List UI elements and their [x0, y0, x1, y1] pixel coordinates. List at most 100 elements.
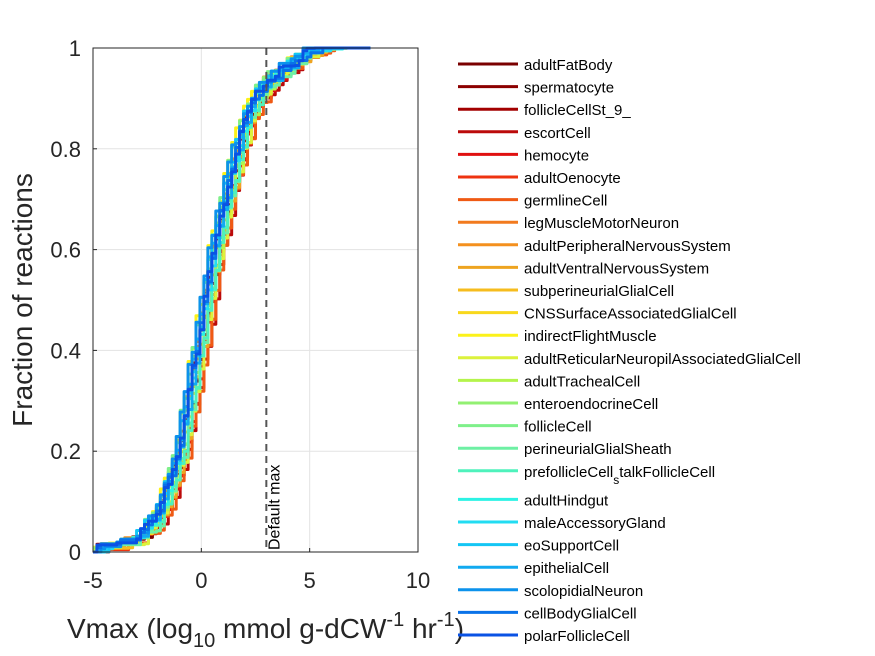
legend-label-7: legMuscleMotorNeuron [524, 215, 679, 232]
series-line-escortCell [93, 46, 371, 554]
x-axis-label-part-4: ) [455, 613, 464, 644]
x-tick-label-2: 5 [304, 568, 316, 593]
series-lines [93, 46, 371, 554]
y-ticks: 0 0.2 0.4 0.6 0.8 1 [50, 36, 97, 565]
legend-label-text-15: enteroendocrineCell [524, 396, 658, 413]
legend-label-2: follicleCellSt_9_ [524, 102, 631, 119]
legend-label-text-2: follicleCellSt_9_ [524, 102, 631, 119]
legend-label-19: adultHindgut [524, 492, 609, 509]
legend-label-0: adultFatBody [524, 57, 613, 74]
legend-label-12: indirectFlightMuscle [524, 328, 657, 345]
legend-label-14: adultTrachealCell [524, 373, 640, 390]
legend-label-text-21: eoSupportCell [524, 538, 619, 555]
legend-label-17: perineurialGlialSheath [524, 441, 672, 458]
legend-label-text-18: prefollicleCell [524, 464, 613, 481]
series-line-perineurialGlialSheath [93, 46, 371, 554]
legend-label-15: enteroendocrineCell [524, 396, 658, 413]
legend-label-4: hemocyte [524, 147, 589, 164]
series-line-scolopidialNeuron [93, 46, 371, 554]
series-line-adultReticularNeuropilAssociatedGlialCell [93, 46, 371, 552]
series-line-adultPeripheralNervousSystem [93, 46, 371, 554]
legend: adultFatBody spermatocyte follicleCellSt_9… [458, 57, 801, 645]
legend-label-text-16: follicleCell [524, 419, 592, 436]
x-axis-label-part-1: Vmax (log [67, 613, 193, 644]
y-tick-label-1: 0.2 [50, 439, 81, 464]
legend-label-25: polarFollicleCell [524, 628, 630, 645]
series-line-subperineurialGlialCell [93, 46, 371, 551]
series-line-legMuscleMotorNeuron [93, 46, 371, 554]
legend-label-text-19: adultHindgut [524, 492, 609, 509]
x-tick-label-3: 10 [406, 568, 430, 593]
series-line-polarFollicleCell [93, 46, 371, 554]
legend-label-20: maleAccessoryGland [524, 515, 666, 532]
series-line-CNSSurfaceAssociatedGlialCell [93, 46, 371, 554]
legend-label-text-7: legMuscleMotorNeuron [524, 215, 679, 232]
reference-line-label: Default max [266, 465, 283, 550]
legend-label-text-25: polarFollicleCell [524, 628, 630, 645]
y-tick-label-5: 1 [69, 36, 81, 61]
series-line-prefollicleCell [93, 46, 371, 554]
plot-area [92, 47, 419, 553]
legend-label-text-12: indirectFlightMuscle [524, 328, 657, 345]
legend-label-text-20: maleAccessoryGland [524, 515, 666, 532]
series-line-adultTrachealCell [93, 46, 371, 554]
legend-label-8: adultPeripheralNervousSystem [524, 238, 731, 255]
y-tick-label-0: 0 [69, 540, 81, 565]
series-line-enteroendocrineCell [93, 46, 371, 550]
legend-label-text-9: adultVentralNervousSystem [524, 260, 709, 277]
legend-label-11: CNSSurfaceAssociatedGlialCell [524, 306, 737, 323]
x-axis-label: Vmax (log10 mmol g-dCW-1 hr-1) [67, 609, 464, 652]
legend-label-18: prefollicleCellstalkFollicleCell [524, 464, 715, 487]
legend-label-text-4: hemocyte [524, 147, 589, 164]
legend-label-23: scolopidialNeuron [524, 583, 643, 600]
y-axis-label: Fraction of reactions [7, 173, 38, 427]
x-tick-label-0: -5 [83, 568, 103, 593]
series-line-indirectFlightMuscle [93, 46, 371, 549]
legend-label-text-24: cellBodyGlialCell [524, 605, 637, 622]
series-line-adultVentralNervousSystem [93, 46, 371, 550]
x-axis-label-sup-2: -1 [437, 609, 455, 631]
legend-label-text-8: adultPeripheralNervousSystem [524, 238, 731, 255]
legend-label-text-23: scolopidialNeuron [524, 583, 643, 600]
x-axis-label-sub-10: 10 [193, 630, 215, 652]
y-tick-label-3: 0.6 [50, 238, 81, 263]
legend-label-rest-18: talkFollicleCell [619, 464, 715, 481]
x-axis-label-part-3: hr [404, 613, 437, 644]
x-axis-label-part-2: mmol g-dCW [215, 613, 387, 644]
series-line-maleAccessoryGland [93, 46, 371, 554]
x-axis-label-sup-1: -1 [386, 609, 404, 631]
legend-label-1: spermatocyte [524, 80, 614, 97]
legend-label-5: adultOenocyte [524, 170, 621, 187]
legend-label-text-3: escortCell [524, 125, 591, 142]
legend-label-21: eoSupportCell [524, 538, 619, 555]
series-line-follicleCellSt_9_ [93, 46, 371, 553]
legend-label-9: adultVentralNervousSystem [524, 260, 709, 277]
series-line-adultHindgut [93, 46, 371, 554]
legend-label-3: escortCell [524, 125, 591, 142]
legend-label-10: subperineurialGlialCell [524, 283, 674, 300]
legend-label-6: germlineCell [524, 193, 607, 210]
series-line-follicleCell [93, 46, 371, 554]
series-line-adultOenocyte [93, 46, 371, 553]
series-line-eoSupportCell [93, 46, 371, 554]
legend-label-text-14: adultTrachealCell [524, 373, 640, 390]
series-line-germlineCell [93, 46, 371, 554]
x-tick-label-1: 0 [195, 568, 207, 593]
series-line-spermatocyte [93, 46, 371, 551]
y-tick-label-2: 0.4 [50, 338, 81, 363]
legend-label-22: epithelialCell [524, 560, 609, 577]
legend-label-13: adultReticularNeuropilAssociatedGlialCel… [524, 351, 801, 368]
legend-label-text-22: epithelialCell [524, 560, 609, 577]
legend-label-sub-18: s [613, 473, 619, 487]
legend-label-text-10: subperineurialGlialCell [524, 283, 674, 300]
x-ticks: -5 0 5 10 [83, 548, 430, 593]
series-line-cellBodyGlialCell [93, 46, 371, 554]
legend-label-text-0: adultFatBody [524, 57, 613, 74]
legend-label-24: cellBodyGlialCell [524, 605, 637, 622]
series-line-adultFatBody [93, 46, 371, 554]
series-line-hemocyte [93, 46, 371, 554]
y-tick-label-4: 0.8 [50, 137, 81, 162]
legend-label-text-5: adultOenocyte [524, 170, 621, 187]
legend-label-text-1: spermatocyte [524, 80, 614, 97]
